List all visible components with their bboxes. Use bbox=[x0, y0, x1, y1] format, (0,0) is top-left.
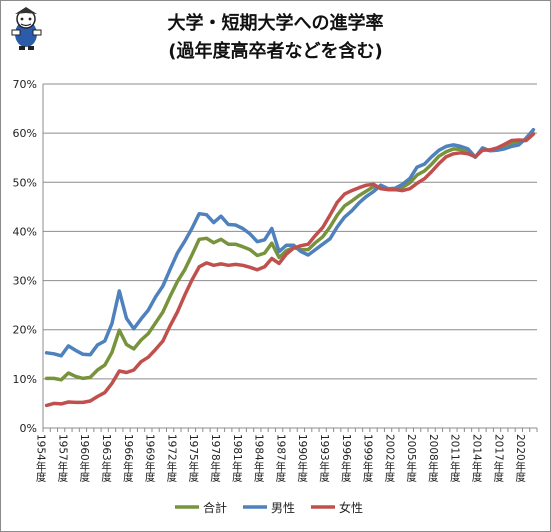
y-tick-label: 30% bbox=[13, 275, 37, 288]
x-tick-label: 2011年度 bbox=[449, 434, 461, 482]
series-line-合計 bbox=[44, 131, 536, 382]
legend-label: 合計 bbox=[203, 500, 227, 515]
x-tick-label: 2005年度 bbox=[405, 434, 417, 482]
x-tick-label: 1981年度 bbox=[231, 434, 243, 482]
x-tick-label: 1978年度 bbox=[209, 434, 221, 482]
y-tick-label: 60% bbox=[13, 127, 37, 140]
x-tick-label: 1984年度 bbox=[253, 434, 265, 482]
y-tick-label: 20% bbox=[13, 324, 37, 337]
y-tick-label: 50% bbox=[13, 176, 37, 189]
x-tick-label: 2020年度 bbox=[514, 434, 526, 482]
x-tick-label: 1993年度 bbox=[318, 434, 330, 482]
x-tick-label: 1999年度 bbox=[362, 434, 374, 482]
x-tick-label: 2014年度 bbox=[471, 434, 483, 482]
x-tick-label: 2017年度 bbox=[492, 434, 504, 482]
legend-label: 男性 bbox=[271, 501, 295, 515]
series-line-女性 bbox=[44, 132, 536, 408]
x-tick-label: 1963年度 bbox=[100, 434, 112, 482]
x-tick-label: 1972年度 bbox=[165, 434, 177, 482]
x-tick-label: 1954年度 bbox=[35, 434, 47, 482]
y-tick-label: 70% bbox=[13, 78, 37, 91]
x-tick-label: 1969年度 bbox=[144, 434, 156, 482]
x-tick-label: 2008年度 bbox=[427, 434, 439, 482]
x-tick-label: 1960年度 bbox=[78, 434, 90, 482]
legend-label: 女性 bbox=[339, 500, 363, 515]
y-tick-label: 40% bbox=[13, 225, 37, 238]
chart-title: 大学・短期大学への進学率 bbox=[167, 13, 384, 34]
x-tick-label: 1966年度 bbox=[122, 434, 134, 482]
y-tick-label: 0% bbox=[20, 422, 37, 435]
x-tick-label: 1990年度 bbox=[296, 434, 308, 482]
x-tick-label: 1975年度 bbox=[187, 434, 199, 482]
series-line-男性 bbox=[44, 127, 536, 358]
x-tick-label: 1996年度 bbox=[340, 434, 352, 482]
x-tick-label: 2002年度 bbox=[383, 434, 395, 482]
x-tick-label: 1957年度 bbox=[56, 434, 68, 482]
chart-subtitle: (過年度高卒者などを含む) bbox=[168, 41, 383, 62]
x-tick-label: 1987年度 bbox=[274, 434, 286, 482]
y-tick-label: 10% bbox=[13, 373, 37, 386]
mascot-logo bbox=[11, 7, 42, 50]
